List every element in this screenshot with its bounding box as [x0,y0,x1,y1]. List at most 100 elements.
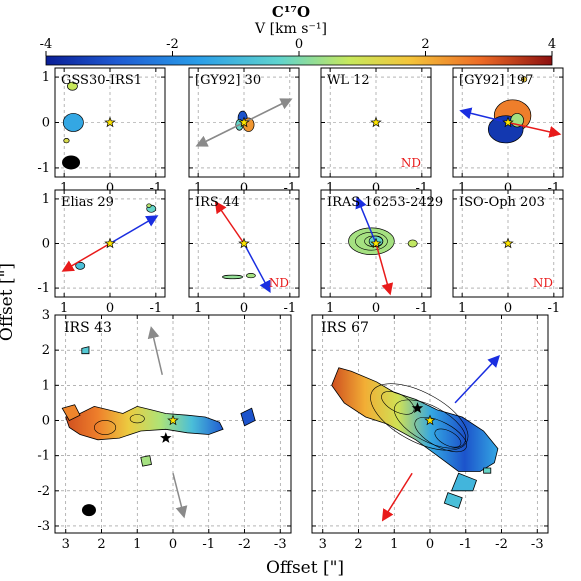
velocity-blob [146,203,152,208]
outflow-arrow [172,473,188,519]
panel: 1 0 -1[GY92] 30 [188,67,300,196]
x-tick-label: 1 [390,537,398,552]
y-axis-label: Offset ["] [0,263,17,341]
x-tick-label: -1 [283,301,296,316]
y-tick-label: 1 [42,192,50,207]
colorbar-tick-label: 4 [548,37,556,52]
protostar-marker [238,116,250,128]
velocity-blob [222,274,243,280]
colorbar-tick-label: 0 [295,37,303,52]
colorbar-title: C¹⁷O [272,3,310,21]
x-tick-label: 1 [60,301,68,316]
panel: 1 0 -1[GY92] 197 [452,67,564,196]
colorbar: C¹⁷O V [km s⁻¹] -4 -2 0 2 4 [40,3,556,66]
outflow-arrow [147,326,164,375]
x-tick-label: 0 [504,301,512,316]
outflow-arrow [459,107,509,124]
x-tick-label: -3 [531,537,544,552]
outflow-arrow [454,355,500,404]
outflow-arrow [243,243,271,293]
x-tick-label: -1 [149,301,162,316]
emission-region [65,405,224,441]
protostar-marker [238,237,250,249]
x-tick-label: -3 [274,537,287,552]
outflow-arrow [109,215,159,245]
x-tick-label: 0 [372,181,380,196]
x-tick-label: 0 [240,301,248,316]
x-tick-label: 1 [194,181,202,196]
velocity-blob [75,261,86,270]
x-tick-label: 1 [458,181,466,196]
colorbar-unit-label: V [km s⁻¹] [254,21,327,37]
y-tick-label: 0 [42,413,50,428]
emission-region [483,467,492,474]
protostar-marker [167,414,179,426]
x-tick-label: 1 [326,301,334,316]
panel-title: [GY92] 30 [195,73,261,88]
panel-title: IRS 43 [64,320,112,336]
panel-title: IRS 67 [321,320,369,336]
intensity-contour [414,416,467,453]
x-tick-label: 1 [60,181,68,196]
x-tick-label: 2 [97,537,105,552]
velocity-blob [245,273,256,279]
x-tick-label: 1 [194,301,202,316]
emission-region [81,346,90,355]
x-tick-label: 0 [169,537,177,552]
panel-title: IRAS 16253-2429 [327,195,443,210]
emission-region [450,472,478,492]
outflow-arrow [214,200,245,244]
panel: 1 0 -1 1 0 -1 Elias 29 [37,189,166,316]
colorbar-gradient [45,55,553,66]
velocity-blob [407,239,418,248]
x-tick-label: 0 [106,181,114,196]
colorbar-tick-label: 2 [421,37,429,52]
emission-region [61,404,81,422]
y-tick-label: 1 [42,378,50,393]
intensity-contour [434,428,462,448]
velocity-blob [62,113,84,132]
x-tick-label: 0 [106,301,114,316]
x-tick-label: -2 [238,537,251,552]
panel: 1 0 -1 IRAS 16253-2429 [320,189,443,316]
x-tick-label: 3 [319,537,327,552]
no-detection-label: ND [401,156,421,170]
x-tick-label: -2 [495,537,508,552]
protostar-marker [411,402,424,413]
y-tick-label: 0 [42,116,50,131]
panel-title: GSS30-IRS1 [61,73,142,88]
protostar-marker [160,432,172,443]
y-tick-label: 1 [42,70,50,85]
colorbar-tick-label: -4 [40,37,53,52]
protostar-marker [104,116,116,128]
y-tick-label: 0 [42,237,50,252]
x-tick-label: -1 [459,537,472,552]
intensity-contour [394,399,466,449]
panel-title: WL 12 [327,73,370,88]
intensity-contour [381,391,415,415]
y-tick-label: 2 [42,343,50,358]
panel: 1 0 -1 IRS 44 ND [188,189,300,316]
panel-title: ISO-Oph 203 [459,195,545,210]
outflow-arrow [61,242,111,272]
y-tick-label: -1 [37,449,50,464]
x-tick-label: 1 [133,537,141,552]
panel-title: Elias 29 [61,195,114,210]
protostar-marker [502,237,514,249]
x-tick-label: 1 [326,181,334,196]
emission-region [443,492,463,509]
y-tick-label: -1 [37,161,50,176]
x-tick-label: 0 [372,301,380,316]
x-tick-label: 3 [62,537,70,552]
x-tick-label: 1 [458,301,466,316]
x-tick-label: 0 [240,181,248,196]
colorbar-tick-label: -2 [166,37,179,52]
outflow-arrow [381,472,413,522]
no-detection-label: ND [533,276,553,290]
x-tick-label: 0 [426,537,434,552]
protostar-marker [370,237,382,249]
intensity-contour [370,383,469,451]
protostar-marker [502,116,514,128]
y-tick-label: 3 [42,308,50,323]
